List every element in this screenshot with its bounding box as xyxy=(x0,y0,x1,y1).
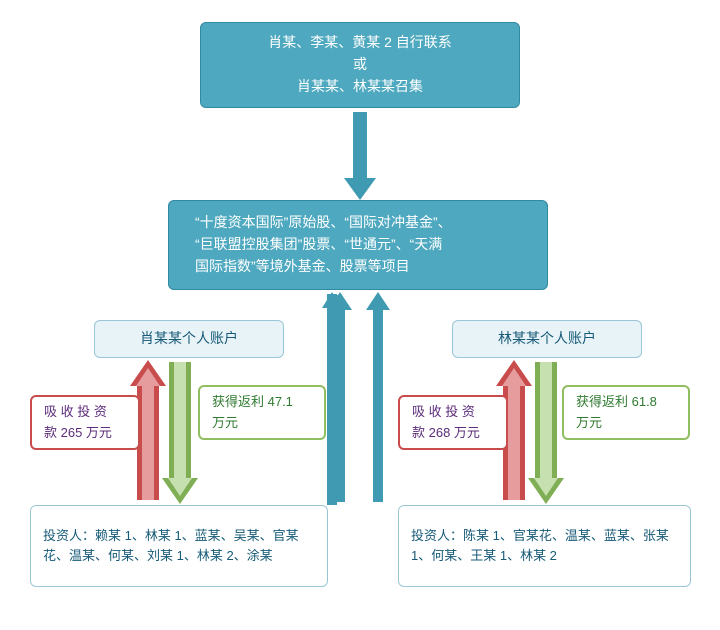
invest-left-text: 投资人：赖某 1、林某 1、蓝某、吴某、官某花、温某、何某、刘某 1、林某 2、… xyxy=(43,526,315,566)
node-account-lin: 林某某个人账户 xyxy=(452,320,642,358)
node-absorb-left: 吸 收 投 资 款 265 万元 xyxy=(30,395,140,450)
node-center-projects: “十度资本国际”原始股、“国际对冲基金”、 “巨联盟控股集团”股票、“世通元”、… xyxy=(168,200,548,290)
invest-right-text: 投资人：陈某 1、官某花、温某、蓝某、张某 1、何某、王某 1、林某 2 xyxy=(411,526,678,566)
return-left-l2: 万元 xyxy=(212,413,312,433)
arrow-return-left xyxy=(162,362,198,504)
return-left-l1: 获得返利 47.1 xyxy=(212,392,312,412)
center-line3: 国际指数”等境外基金、股票等项目 xyxy=(181,256,535,278)
absorb-right-l2: 款 268 万元 xyxy=(412,423,494,443)
top-line1: 肖某、李某、黄某 2 自行联系 xyxy=(213,32,507,54)
absorb-right-l1: 吸 收 投 资 xyxy=(412,402,494,422)
node-account-xiao: 肖某某个人账户 xyxy=(94,320,284,358)
center-line2: “巨联盟控股集团”股票、“世通元”、“天满 xyxy=(181,234,535,256)
return-right-l1: 获得返利 61.8 xyxy=(576,392,676,412)
node-top-contact: 肖某、李某、黄某 2 自行联系 或 肖某某、林某某召集 xyxy=(200,22,520,108)
top-line3: 肖某某、林某某召集 xyxy=(213,76,507,98)
top-line2: 或 xyxy=(213,54,507,76)
node-investors-right: 投资人：陈某 1、官某花、温某、蓝某、张某 1、何某、王某 1、林某 2 xyxy=(398,505,691,587)
node-investors-left: 投资人：赖某 1、林某 1、蓝某、吴某、官某花、温某、何某、刘某 1、林某 2、… xyxy=(30,505,328,587)
node-return-right: 获得返利 61.8 万元 xyxy=(562,385,690,440)
center-line1: “十度资本国际”原始股、“国际对冲基金”、 xyxy=(181,212,535,234)
acct-right-text: 林某某个人账户 xyxy=(465,328,629,350)
node-absorb-right: 吸 收 投 资 款 268 万元 xyxy=(398,395,508,450)
return-right-l2: 万元 xyxy=(576,413,676,433)
node-return-left: 获得返利 47.1 万元 xyxy=(198,385,326,440)
absorb-left-l2: 款 265 万元 xyxy=(44,423,126,443)
acct-left-text: 肖某某个人账户 xyxy=(107,328,271,350)
arrow-return-right xyxy=(528,362,564,504)
absorb-left-l1: 吸 收 投 资 xyxy=(44,402,126,422)
